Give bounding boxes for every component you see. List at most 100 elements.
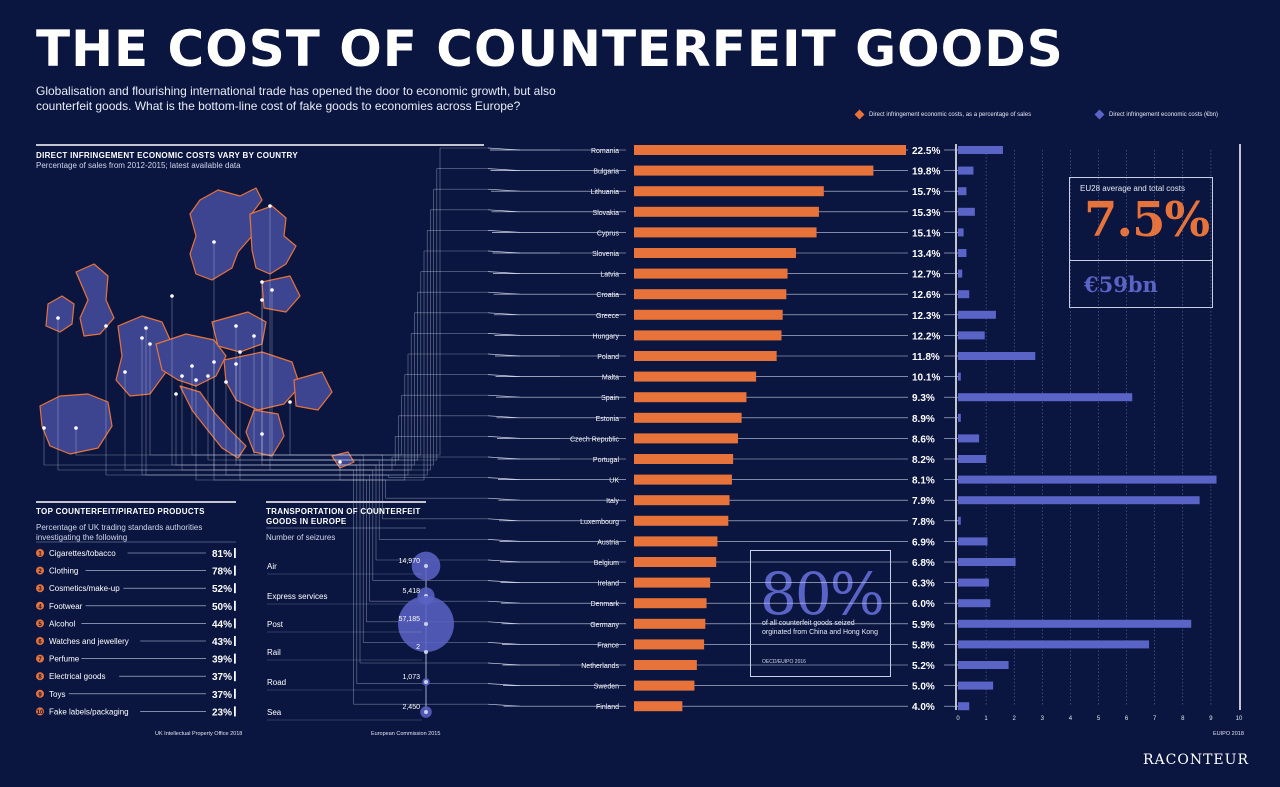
bn-tick-label: 7	[1153, 716, 1157, 722]
bn-tick-label: 2	[1013, 716, 1017, 722]
legend-bn-label: Direct infringement economic costs (€bn)	[1109, 111, 1219, 118]
map-region-2	[249, 205, 297, 275]
page-title: THE COST OF COUNTERFEIT GOODS	[36, 20, 1064, 78]
category-connector	[487, 209, 521, 213]
product-value: 39%	[212, 655, 232, 666]
pct-bar	[634, 165, 874, 176]
map-region-4	[75, 263, 115, 337]
transport-value: 2,450	[402, 704, 420, 711]
pct-value-label: 19.8%	[912, 167, 940, 178]
category-connector	[487, 456, 521, 460]
product-value: 78%	[212, 567, 232, 578]
pct-bar	[634, 351, 777, 361]
transport-source: European Commission 2015	[371, 731, 441, 737]
map-region-12	[293, 371, 333, 411]
pct-value-label: 7.8%	[912, 517, 935, 528]
category-connector	[487, 539, 521, 542]
category-connector	[487, 250, 521, 254]
map-dot	[260, 298, 264, 302]
map-dot	[212, 240, 216, 244]
bn-bar	[958, 640, 1150, 649]
bn-tick-label: 10	[1236, 716, 1243, 722]
china-percentage: 80%	[760, 560, 885, 628]
product-tick	[234, 636, 236, 646]
product-label: Footwear	[49, 602, 83, 611]
product-value: 37%	[212, 672, 232, 683]
rank-number: 10	[37, 710, 44, 716]
product-label: Watches and jewellery	[49, 637, 129, 646]
category-label: Denmark	[591, 601, 620, 608]
pct-value-label: 12.6%	[912, 290, 940, 301]
pct-bar	[634, 392, 747, 403]
pct-bar	[634, 227, 817, 238]
map-dot	[170, 294, 174, 298]
category-connector	[487, 374, 521, 377]
product-tick	[234, 688, 236, 699]
pct-value-label: 22.5%	[912, 146, 940, 157]
rank-badge	[36, 549, 44, 557]
category-label: Cyprus	[597, 230, 620, 237]
category-connector	[487, 559, 521, 563]
pct-bar	[634, 680, 695, 691]
pct-value-label: 15.1%	[912, 228, 940, 239]
transport-dot	[424, 622, 428, 626]
transport-label: Road	[267, 678, 286, 687]
rank-number: 5	[38, 622, 42, 628]
products-subtitle: Percentage of UK trading standards autho…	[36, 523, 203, 542]
category-connector	[487, 394, 521, 398]
pct-bar	[634, 536, 718, 547]
rank-number: 3	[38, 587, 42, 593]
product-tick	[234, 671, 236, 682]
eu-average-pct: 7.5%	[1084, 192, 1210, 248]
pct-bar	[634, 268, 788, 279]
pct-bar	[634, 145, 906, 155]
transport-value: 2	[416, 644, 420, 651]
bn-tick-label: 9	[1209, 716, 1213, 722]
transport-title: TRANSPORTATION OF COUNTERFEIT GOODS IN E…	[266, 507, 421, 526]
rank-number: 6	[38, 640, 42, 646]
bn-bar	[958, 187, 967, 196]
pct-bar	[634, 454, 734, 464]
category-connector	[487, 168, 521, 171]
product-value: 23%	[212, 707, 232, 718]
category-connector	[487, 353, 521, 357]
pct-bar	[634, 557, 717, 567]
product-value: 52%	[212, 584, 232, 595]
category-connector	[487, 415, 521, 419]
category-label: Belgium	[594, 560, 619, 567]
pct-value-label: 12.2%	[912, 331, 940, 342]
category-connector	[487, 600, 521, 604]
category-label: Croatia	[596, 292, 619, 299]
transport-dot	[424, 650, 428, 654]
category-connector	[487, 580, 521, 583]
map-dot	[144, 326, 148, 330]
map-dot	[260, 280, 264, 284]
map-dot	[260, 432, 264, 436]
bn-tick-label: 8	[1181, 716, 1185, 722]
bn-bar	[958, 599, 991, 608]
bn-bar	[958, 537, 988, 546]
bn-bar	[958, 331, 985, 340]
map-dot	[140, 336, 144, 340]
rank-number: 9	[38, 692, 42, 698]
pct-value-label: 8.2%	[912, 455, 935, 466]
eu-total-bn: €59bn	[1084, 272, 1158, 297]
products-title: TOP COUNTERFEIT/PIRATED PRODUCTS	[36, 507, 205, 516]
bn-tick-label: 3	[1041, 716, 1045, 722]
rank-badge	[36, 689, 44, 698]
map-dot	[234, 324, 238, 328]
category-connector	[487, 621, 521, 625]
map-dot	[338, 460, 342, 464]
rank-badge	[36, 707, 44, 716]
pct-value-label: 6.9%	[912, 537, 935, 548]
product-tick	[234, 565, 236, 576]
pct-value-label: 13.4%	[912, 249, 940, 260]
intro-text: Globalisation and flourishing internatio…	[36, 84, 556, 113]
rank-badge	[36, 584, 44, 593]
map-region-7	[155, 333, 227, 387]
country-source: EUIPO 2018	[1213, 731, 1244, 737]
product-value: 50%	[212, 602, 232, 613]
map-dot	[252, 334, 256, 338]
rank-number: 1	[38, 552, 42, 558]
map-dot	[234, 362, 238, 366]
